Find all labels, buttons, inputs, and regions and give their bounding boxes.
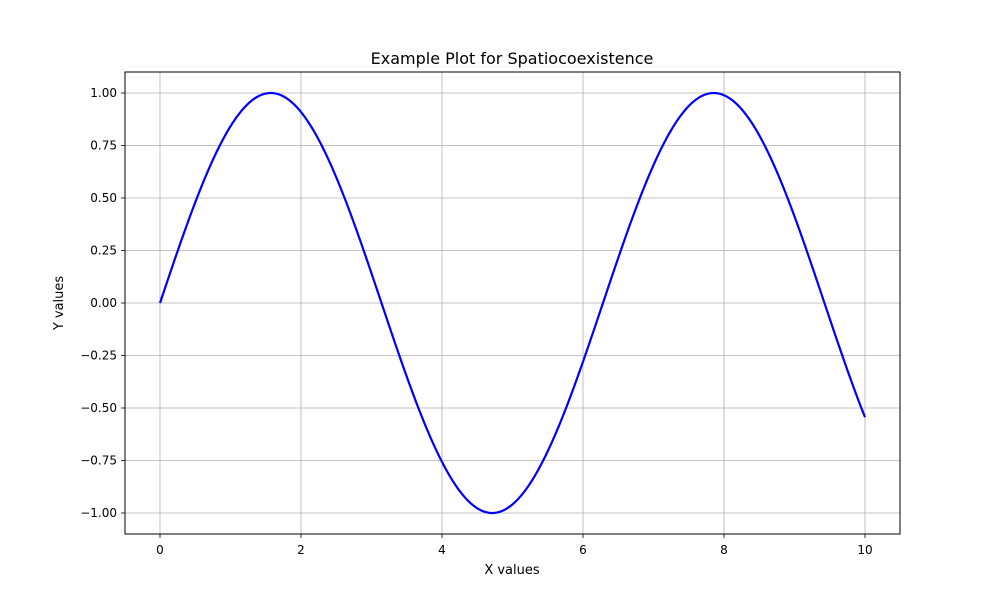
x-tick-label: 4 [438,543,446,557]
y-tick-label: −0.50 [80,401,117,415]
y-tick-label: 1.00 [90,86,117,100]
sine-curve [158,91,867,515]
x-tick-label: 8 [720,543,728,557]
y-tick-label: 0.00 [90,296,117,310]
chart-title: Example Plot for Spatiocoexistence [371,49,654,68]
x-axis-label: X values [484,563,540,578]
x-axis-ticks: 0 2 4 6 8 10 [156,534,873,557]
y-axis-ticks: 1.00 0.75 0.50 0.25 0.00 −0.25 −0.50 −0.75 −1.00 [80,86,125,520]
y-tick-label: −1.00 [80,506,117,520]
x-tick-label: 0 [156,543,164,557]
x-tick-label: 2 [297,543,305,557]
y-tick-label: 0.75 [90,139,117,153]
grid-lines [125,72,900,534]
y-tick-label: 0.50 [90,191,117,205]
y-tick-label: −0.75 [80,454,117,468]
x-tick-label: 10 [857,543,872,557]
y-axis-label: Y values [52,276,67,332]
x-tick-label: 6 [579,543,587,557]
sine-series-line [158,91,867,515]
y-tick-label: 0.25 [90,244,117,258]
y-tick-label: −0.25 [80,349,117,363]
